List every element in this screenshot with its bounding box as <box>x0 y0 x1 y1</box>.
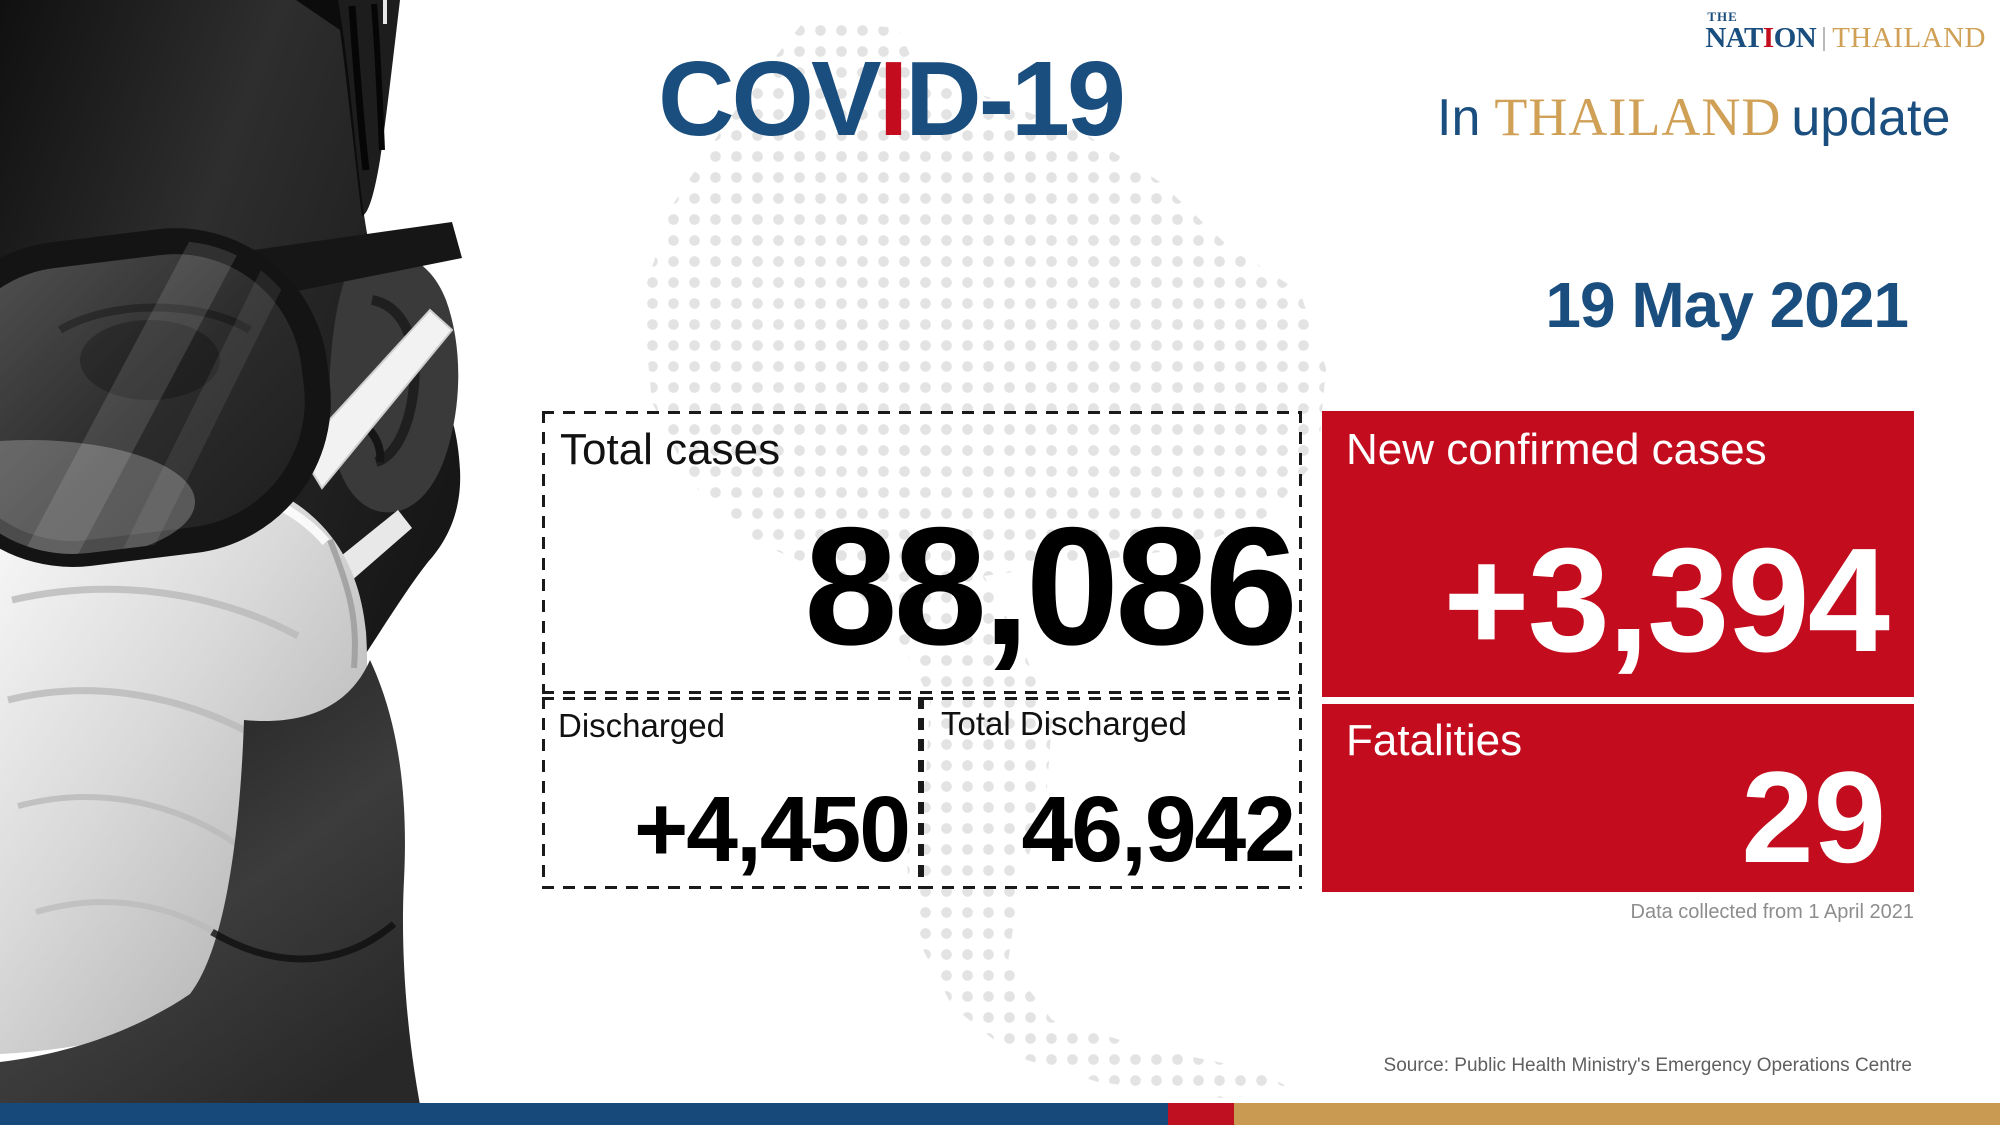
discharged-label: Discharged <box>558 707 725 744</box>
logo-thailand: THAILAND <box>1832 22 1986 54</box>
new-confirmed-cases-value: +3,394 <box>1443 518 1890 683</box>
logo-divider <box>1823 26 1826 51</box>
report-date: 19 May 2021 <box>1545 269 1909 341</box>
title-red-i: I <box>878 40 909 158</box>
neck-shoulder <box>0 660 424 1125</box>
total-cases-label: Total cases <box>560 425 781 474</box>
footer-bar-red-segment <box>1168 1103 1234 1125</box>
mask-strap <box>298 308 454 490</box>
page-title: COVID-19 <box>658 40 1126 158</box>
logo-red-i: I <box>1762 22 1774 54</box>
logo-row: NATION THAILAND <box>1705 24 1986 53</box>
subtitle-in: In <box>1437 89 1481 147</box>
total-discharged-label: Total Discharged <box>941 705 1187 742</box>
new-confirmed-cases-label: New confirmed cases <box>1346 425 1767 474</box>
sunglasses-lens <box>0 228 331 567</box>
nation-thailand-logo: THE NATION THAILAND <box>1705 10 1986 53</box>
new-confirmed-cases-card: New confirmed cases +3,394 <box>1322 411 1914 697</box>
data-collection-note: Data collected from 1 April 2021 <box>1630 901 1915 923</box>
fatalities-card: Fatalities 29 <box>1322 704 1914 892</box>
glasses-temple <box>240 222 462 300</box>
masked-person-photo <box>0 0 462 1125</box>
subtitle-thailand: THAILAND <box>1494 87 1782 147</box>
total-discharged-value: 46,942 <box>1021 777 1296 881</box>
total-cases-card: Total cases 88,086 <box>542 411 1302 694</box>
page-subtitle: In THAILAND update <box>1437 90 1950 144</box>
footer-bar-blue-segment <box>0 1103 1168 1125</box>
subtitle-update: update <box>1791 89 1951 147</box>
discharged-card: Discharged +4,450 <box>542 697 921 889</box>
footer-bar-gold-segment <box>1234 1103 2000 1125</box>
footer-color-bar <box>0 1103 2000 1125</box>
logo-nation: NATION <box>1705 22 1817 54</box>
hair <box>296 0 400 216</box>
logo-the: THE <box>1707 9 1738 24</box>
total-cases-value: 88,086 <box>804 492 1298 680</box>
discharged-value: +4,450 <box>633 777 911 881</box>
source-note: Source: Public Health Ministry's Emergen… <box>1383 1055 1912 1076</box>
fatalities-label: Fatalities <box>1346 716 1523 765</box>
fatalities-value: 29 <box>1741 744 1886 890</box>
total-discharged-card: Total Discharged 46,942 <box>921 697 1302 889</box>
